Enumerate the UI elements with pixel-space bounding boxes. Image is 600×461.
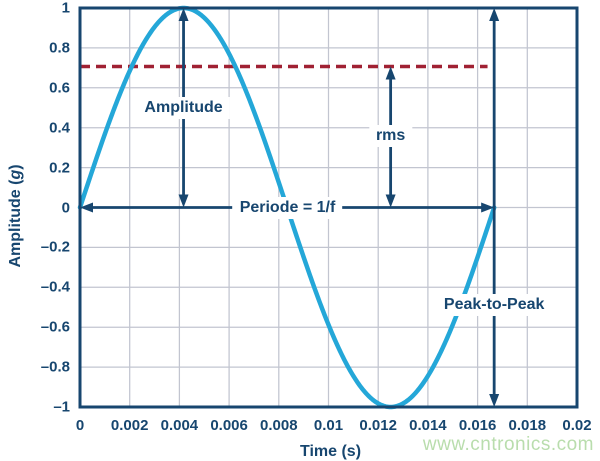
y-tick-label: 0 (61, 199, 70, 216)
y-tick-label: 0.8 (49, 39, 70, 57)
y-tick-label: –0.4 (40, 278, 70, 296)
rms-arrowhead (385, 66, 396, 80)
x-tick-label: 0.01 (313, 417, 344, 434)
x-axis-title: Time (s) (299, 443, 362, 460)
y-tick-label: –0.6 (40, 318, 70, 336)
annotation-peak-to-peak-label: Peak-to-Peak (436, 294, 552, 317)
y-tick-label: –1 (53, 398, 70, 416)
watermark-text: www.cntronics.com (422, 434, 594, 455)
peak-to-peak-arrowhead (489, 394, 500, 407)
y-tick-label: 0.4 (49, 119, 70, 137)
y-tick-label: 0.2 (49, 159, 70, 177)
y-axis-title-prefix: Amplitude ( (7, 179, 24, 268)
annotation-rms-label: rms (368, 124, 413, 147)
rms-arrowhead (385, 194, 396, 208)
x-tick-label: 0.018 (508, 417, 547, 434)
x-tick-label: 0.016 (458, 417, 497, 434)
peak-to-peak-arrowhead (489, 8, 500, 21)
x-tick-label: 0.006 (210, 417, 248, 434)
amplitude-arrowhead (178, 8, 189, 21)
y-axis-title: Amplitude (g) (7, 164, 25, 267)
x-tick-label: 0.02 (562, 417, 592, 434)
y-tick-label: 0.6 (49, 79, 70, 97)
y-axis-title-suffix: ) (7, 163, 24, 170)
amplitude-arrowhead (178, 194, 189, 208)
plot-border (78, 6, 579, 409)
x-tick-label: 0 (75, 417, 85, 434)
annotation-amplitude-label: Amplitude (137, 96, 230, 119)
period-arrowhead (481, 202, 495, 213)
y-tick-label: –0.2 (40, 238, 70, 256)
x-tick-label: 0.008 (260, 417, 298, 434)
annotation-period-label: Periode = 1/f (232, 196, 343, 219)
x-tick-label: 0.002 (110, 417, 149, 434)
y-axis-title-symbol: g (7, 169, 24, 180)
x-tick-label: 0.004 (160, 417, 199, 434)
y-tick-label: –0.8 (40, 358, 70, 376)
x-tick-label: 0.012 (359, 417, 397, 434)
period-arrowhead (80, 202, 93, 213)
y-tick-label: 1 (61, 0, 70, 17)
x-tick-label: 0.014 (409, 417, 447, 434)
